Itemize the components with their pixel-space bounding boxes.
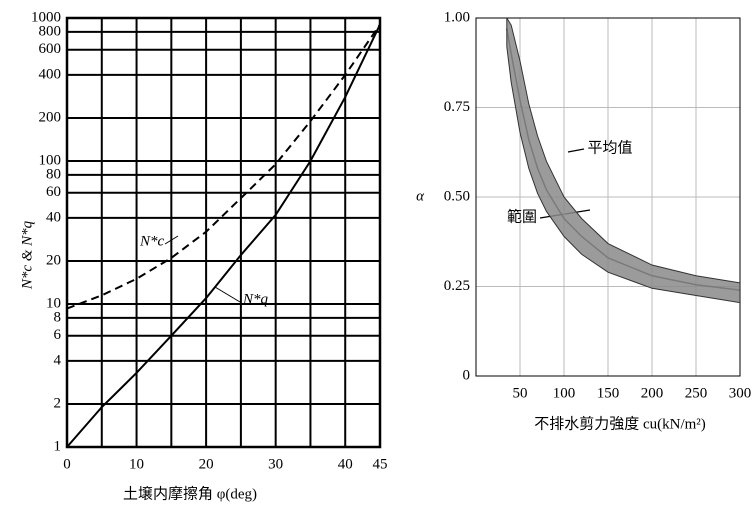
y-tick-label: 80 xyxy=(46,166,61,182)
y-tick-label: 60 xyxy=(46,184,61,200)
y-tick-label: 4 xyxy=(54,352,62,368)
series-annotation: N*q xyxy=(242,291,269,307)
arrow xyxy=(567,148,585,153)
y-tick-label: 100 xyxy=(39,152,62,168)
y-tick-label: 0 xyxy=(463,367,471,383)
plot-frame xyxy=(475,17,741,377)
y-tick-label: 1.00 xyxy=(444,9,470,25)
x-tick-label: 40 xyxy=(338,456,353,472)
y-tick-label: 6 xyxy=(54,327,62,343)
x-tick-label: 300 xyxy=(729,385,752,401)
x-tick-label: 0 xyxy=(63,456,71,472)
series-line xyxy=(66,24,381,448)
y-tick-label: 20 xyxy=(46,252,61,268)
series-annotation: N*c xyxy=(139,233,165,249)
y-tick-label: 8 xyxy=(54,309,62,325)
y-tick-label: 2 xyxy=(54,395,62,411)
y-axis-label: N*c & N*q xyxy=(19,220,35,290)
x-axis-label: 土壌内摩擦角 φ(deg) xyxy=(123,484,257,502)
x-tick-label: 100 xyxy=(553,385,576,401)
y-tick-label: 1 xyxy=(54,438,62,454)
x-tick-label: 30 xyxy=(268,456,283,472)
series-annotation: 平均值 xyxy=(587,139,632,156)
leader-line xyxy=(214,286,241,303)
y-tick-label: 200 xyxy=(39,109,62,125)
y-tick-label: 10 xyxy=(46,295,61,311)
y-tick-label: 0.50 xyxy=(444,188,470,204)
x-tick-label: 200 xyxy=(641,385,664,401)
y-tick-label: 1000 xyxy=(31,9,61,25)
x-axis-label: 不排水剪力強度 cu(kN/m²) xyxy=(534,415,706,432)
x-tick-label: 150 xyxy=(597,385,620,401)
y-tick-label: 600 xyxy=(39,41,62,57)
y-tick-label: 800 xyxy=(39,23,62,39)
plot-frame xyxy=(65,16,382,449)
y-tick-label: 0.25 xyxy=(444,278,470,294)
series-line xyxy=(66,23,381,310)
y-tick-label: 400 xyxy=(39,66,62,82)
y-axis-label: α xyxy=(416,188,425,204)
x-tick-label: 20 xyxy=(199,456,214,472)
x-tick-label: 10 xyxy=(129,456,144,472)
series-annotation: 範圍 xyxy=(507,207,537,225)
y-tick-label: 40 xyxy=(46,209,61,225)
x-tick-label: 250 xyxy=(685,385,708,401)
x-tick-label: 45 xyxy=(373,456,388,472)
range-band xyxy=(506,18,740,304)
x-tick-label: 50 xyxy=(513,385,528,401)
y-tick-label: 0.75 xyxy=(444,99,470,115)
